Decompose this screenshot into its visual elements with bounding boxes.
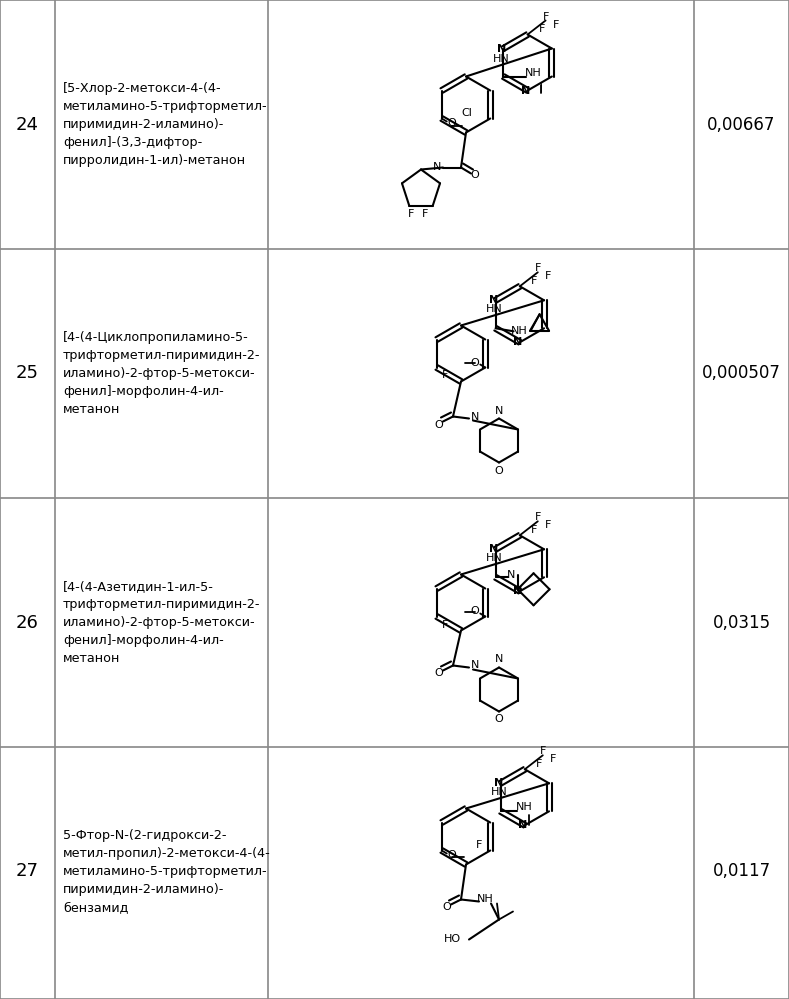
Text: |: |	[540, 81, 543, 92]
Text: O: O	[470, 358, 479, 368]
Text: 5-Фтор-N-(2-гидрокси-2-
метил-пропил)-2-метокси-4-(4-
метиламино-5-трифторметил-: 5-Фтор-N-(2-гидрокси-2- метил-пропил)-2-…	[63, 829, 271, 914]
Text: NH: NH	[525, 68, 542, 78]
Text: NH: NH	[477, 893, 493, 903]
Text: NH: NH	[516, 802, 533, 812]
Text: O: O	[435, 420, 443, 430]
Text: F: F	[552, 20, 559, 30]
Text: F: F	[550, 754, 556, 764]
Text: N: N	[495, 406, 503, 416]
Text: F: F	[531, 525, 537, 535]
Text: O: O	[435, 668, 443, 678]
Text: O: O	[495, 466, 503, 476]
Text: F: F	[535, 512, 541, 522]
Text: O: O	[443, 902, 451, 912]
Text: O: O	[495, 714, 503, 724]
Text: HN: HN	[486, 304, 503, 314]
Text: HO: HO	[444, 934, 461, 944]
Text: 0,000507: 0,000507	[702, 365, 781, 383]
Text: O: O	[447, 119, 457, 129]
Text: N: N	[489, 544, 498, 554]
Text: [5-Хлор-2-метокси-4-(4-
метиламино-5-трифторметил-
пиримидин-2-иламино)-
фенил]-: [5-Хлор-2-метокси-4-(4- метиламино-5-три…	[63, 82, 267, 167]
Text: HN: HN	[492, 54, 509, 64]
Text: [4-(4-Азетидин-1-ил-5-
трифторметил-пиримидин-2-
иламино)-2-фтор-5-метокси-
фени: [4-(4-Азетидин-1-ил-5- трифторметил-пири…	[63, 580, 260, 665]
Text: 27: 27	[16, 862, 39, 880]
Text: O: O	[447, 850, 457, 860]
Text: N: N	[495, 654, 503, 664]
Text: N: N	[513, 338, 522, 348]
Text: F: F	[442, 371, 448, 381]
Text: 26: 26	[16, 613, 39, 631]
Text: NH: NH	[511, 327, 528, 337]
Text: N: N	[513, 586, 522, 596]
Text: F: F	[544, 520, 551, 530]
Text: 25: 25	[16, 365, 39, 383]
Text: O: O	[470, 606, 479, 616]
Text: F: F	[421, 209, 428, 219]
Text: N: N	[471, 412, 479, 422]
Text: N: N	[497, 44, 506, 54]
Text: [4-(4-Циклопропиламино-5-
трифторметил-пиримидин-2-
иламино)-2-фтор-5-метокси-
ф: [4-(4-Циклопропиламино-5- трифторметил-п…	[63, 331, 260, 416]
Text: F: F	[408, 209, 414, 219]
Text: F: F	[536, 759, 542, 769]
Text: F: F	[538, 25, 544, 35]
Text: N: N	[433, 163, 441, 173]
Text: 24: 24	[16, 116, 39, 134]
Text: HN: HN	[486, 552, 503, 562]
Text: N: N	[507, 570, 516, 580]
Text: F: F	[476, 840, 482, 850]
Text: Cl: Cl	[462, 109, 473, 119]
Text: O: O	[470, 171, 480, 181]
Text: N: N	[489, 296, 498, 306]
Text: 0,00667: 0,00667	[707, 116, 776, 134]
Text: 0,0117: 0,0117	[712, 862, 771, 880]
Text: F: F	[540, 746, 546, 756]
Text: F: F	[544, 272, 551, 282]
Text: F: F	[531, 277, 537, 287]
Text: HN: HN	[491, 787, 508, 797]
Text: N: N	[518, 820, 527, 830]
Text: N: N	[494, 778, 503, 788]
Text: 0,0315: 0,0315	[712, 613, 771, 631]
Text: N: N	[471, 660, 479, 670]
Text: F: F	[542, 12, 549, 22]
Text: F: F	[442, 619, 448, 629]
Text: N: N	[521, 86, 530, 96]
Text: F: F	[535, 264, 541, 274]
